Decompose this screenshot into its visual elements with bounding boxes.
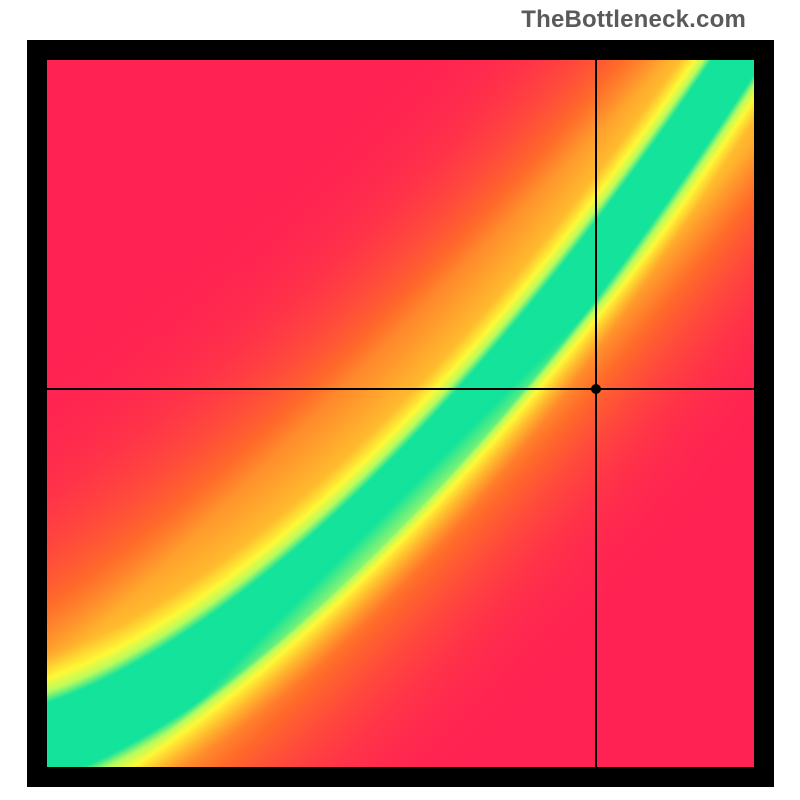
crosshair-horizontal xyxy=(47,388,754,390)
heatmap-canvas xyxy=(47,60,754,767)
crosshair-point xyxy=(591,384,601,394)
crosshair-vertical xyxy=(595,60,597,767)
watermark-text: TheBottleneck.com xyxy=(0,6,800,34)
